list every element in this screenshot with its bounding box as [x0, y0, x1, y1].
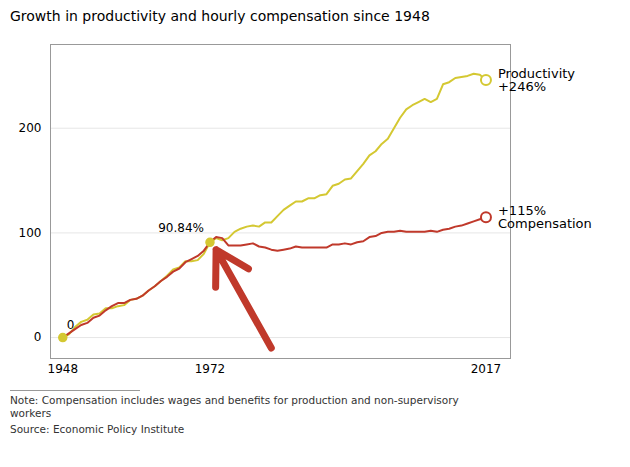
svg-text:Productivity+246%: Productivity+246%: [498, 66, 575, 94]
svg-text:1972: 1972: [195, 362, 226, 376]
svg-text:+115%Compensation: +115%Compensation: [498, 203, 592, 231]
svg-text:100: 100: [19, 226, 42, 240]
svg-text:0: 0: [67, 318, 75, 332]
svg-text:2017: 2017: [471, 362, 502, 376]
svg-text:0: 0: [34, 330, 42, 344]
html-text:Source: Economic Policy Instit: Source: Economic Policy Institute: [10, 423, 185, 436]
svg-text:1948: 1948: [47, 362, 78, 376]
svg-text:200: 200: [19, 121, 42, 135]
svg-text:90.84%: 90.84%: [158, 221, 204, 235]
html-text:Note: Compensation includes wa: Note: Compensation includes wages and be…: [10, 394, 459, 420]
html-text:Growth in productivity and hou: Growth in productivity and hourly compen…: [10, 8, 430, 24]
